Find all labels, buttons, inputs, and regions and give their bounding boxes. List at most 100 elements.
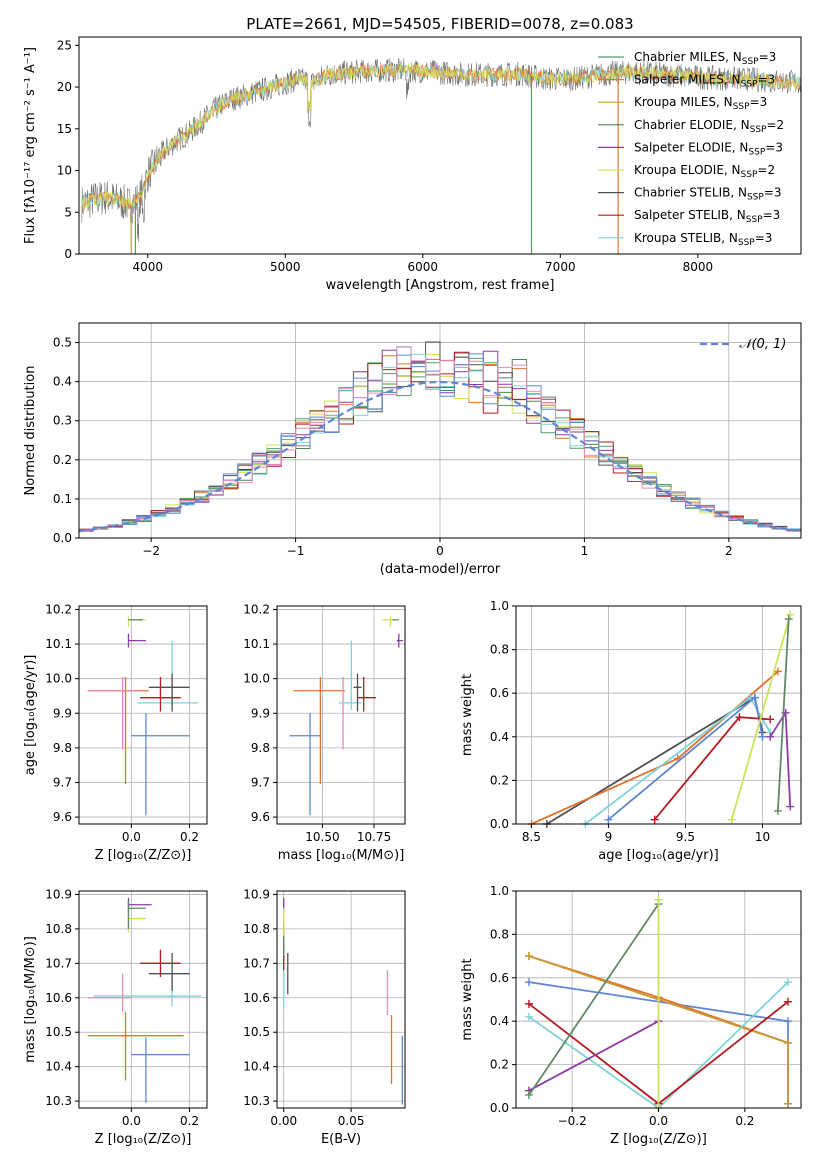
legend-label: Kroupa STELIB, NSSP=3 bbox=[634, 231, 772, 248]
x-axis-label: Z [log₁₀(Z/Z⊙)] bbox=[95, 848, 192, 863]
x-tick-label: 6000 bbox=[408, 260, 439, 274]
weight-marker bbox=[773, 806, 782, 815]
x-tick-label: 0.05 bbox=[338, 1114, 365, 1128]
x-axis-label: age [log₁₀(age/yr)] bbox=[598, 848, 719, 863]
y-tick-label: 0.5 bbox=[53, 336, 72, 350]
x-tick-label: 0.0 bbox=[122, 1114, 141, 1128]
axes-frame bbox=[78, 890, 208, 1109]
legend-label: Salpeter STELIB, NSSP=3 bbox=[634, 208, 780, 225]
spectrum-legend: Chabrier MILES, NSSP=3 Salpeter MILES, NS… bbox=[598, 50, 784, 248]
weight-marker bbox=[766, 715, 775, 724]
x-tick-label: 0.00 bbox=[270, 1114, 297, 1128]
x-tick-label: 8000 bbox=[683, 260, 714, 274]
weight-marker bbox=[784, 978, 793, 987]
y-tick-label: 9.6 bbox=[251, 810, 270, 824]
x-tick-label: −2 bbox=[142, 544, 160, 558]
figure-title: PLATE=2661, MJD=54505, FIBERID=0078, z=0… bbox=[246, 15, 633, 33]
weight-series bbox=[531, 670, 779, 825]
errorbar-point bbox=[382, 616, 395, 627]
x-tick-label: 5000 bbox=[270, 260, 301, 274]
y-tick-label: 10.2 bbox=[45, 602, 72, 616]
ebv-mass-panel: 0.00 0.05 10.3 10.4 10.5 10.6 10.7 10.8 10.9 E(B-… bbox=[243, 887, 406, 1147]
y-tick-label: 10.4 bbox=[45, 1060, 72, 1074]
spectrum-panel: 4000 5000 6000 7000 8000 0 5 10 15 20 25 wavelength… bbox=[23, 36, 802, 293]
weight-series bbox=[777, 619, 790, 811]
y-tick-label: 10.0 bbox=[45, 672, 72, 686]
weight-series bbox=[730, 614, 792, 820]
x-tick-label: 0.0 bbox=[122, 830, 141, 844]
weight-marker bbox=[727, 815, 736, 824]
weight-marker bbox=[784, 1038, 793, 1047]
y-tick-label: 9.9 bbox=[53, 706, 72, 720]
errorbar-point bbox=[131, 1037, 190, 1103]
y-tick-label: 10.0 bbox=[243, 672, 270, 686]
legend-label: Kroupa ELODIE, NSSP=2 bbox=[634, 163, 775, 180]
errorbar-point bbox=[338, 640, 362, 710]
errorbars bbox=[87, 616, 199, 816]
axes-frame bbox=[276, 605, 406, 825]
weight-marker bbox=[784, 615, 793, 624]
y-tick-label: 0.3 bbox=[53, 414, 72, 428]
errorbar-point bbox=[357, 676, 377, 712]
weight-lines bbox=[524, 895, 793, 1112]
x-axis-label: mass [log₁₀(M/M⊙)] bbox=[278, 848, 405, 863]
x-tick-label: −1 bbox=[287, 544, 305, 558]
y-tick-label: 10.7 bbox=[243, 956, 270, 970]
legend-label: Salpeter ELODIE, NSSP=3 bbox=[634, 140, 783, 157]
y-tick-label: 10.5 bbox=[45, 1025, 72, 1039]
weight-series bbox=[528, 1020, 659, 1092]
y-tick-label: 9.7 bbox=[53, 775, 72, 789]
weight-marker bbox=[773, 667, 782, 676]
legend-label: Chabrier STELIB, NSSP=3 bbox=[634, 186, 782, 203]
age-weight-panel: 8.5 9 9.5 10 0.0 0.2 0.4 0.6 0.8 1.0 age [log₁₀(ag… bbox=[460, 599, 802, 863]
errorbar-point bbox=[127, 897, 152, 912]
axes-frame bbox=[78, 36, 802, 255]
y-axis-label: age [log₁₀(age/yr)] bbox=[23, 655, 38, 776]
y-tick-label: 10.8 bbox=[45, 922, 72, 936]
y-tick-label: 0.2 bbox=[53, 453, 72, 467]
y-tick-label: 0.8 bbox=[490, 927, 509, 941]
normal-curve bbox=[79, 380, 799, 533]
y-axis-label: mass [log₁₀(M/M⊙)] bbox=[23, 936, 38, 1063]
y-axis-label: Normed distribution bbox=[23, 366, 38, 496]
errorbar-point bbox=[140, 949, 181, 978]
y-tick-label: 10.3 bbox=[243, 1094, 270, 1108]
weight-marker bbox=[524, 978, 533, 987]
x-tick-label: 0.2 bbox=[735, 1114, 754, 1128]
y-tick-label: 9.7 bbox=[251, 775, 270, 789]
weight-series bbox=[546, 696, 764, 825]
y-axis-label: Flux [fλ10⁻¹⁷ erg cm⁻² s⁻¹ A⁻¹] bbox=[23, 47, 38, 244]
weight-marker bbox=[786, 802, 795, 811]
Z-age-panel: 0.0 0.2 9.6 9.7 9.8 9.9 10.0 10.1 10.2 Z [log₁₀(Z… bbox=[23, 602, 208, 863]
y-tick-label: 0.4 bbox=[53, 375, 72, 389]
y-tick-label: 9.8 bbox=[53, 741, 72, 755]
y-tick-label: 10.8 bbox=[243, 922, 270, 936]
y-tick-label: 20 bbox=[57, 80, 72, 94]
x-tick-label: 10.75 bbox=[357, 830, 391, 844]
Z-weight-panel: −0.2 0.0 0.2 0.0 0.2 0.4 0.6 0.8 1.0 Z [log₁₀(Z/Z… bbox=[460, 884, 802, 1147]
weight-marker bbox=[604, 815, 613, 824]
x-tick-label: 4000 bbox=[132, 260, 163, 274]
x-tick-label: 0.2 bbox=[180, 830, 199, 844]
x-axis-label: (data-model)/error bbox=[380, 562, 501, 577]
weight-marker bbox=[784, 1099, 793, 1108]
weight-marker bbox=[784, 1017, 793, 1026]
weight-marker bbox=[524, 952, 533, 961]
legend-label: Chabrier MILES, NSSP=3 bbox=[634, 50, 776, 67]
y-tick-label: 0.4 bbox=[490, 1014, 509, 1028]
errorbar-point bbox=[293, 676, 346, 785]
y-tick-label: 10.1 bbox=[243, 637, 270, 651]
errorbar-point bbox=[140, 676, 181, 712]
weight-marker bbox=[654, 895, 663, 904]
weight-marker bbox=[750, 693, 759, 702]
x-axis-label: wavelength [Angstrom, rest frame] bbox=[326, 278, 555, 293]
y-tick-label: 5 bbox=[64, 205, 72, 219]
x-tick-label: 0 bbox=[436, 544, 444, 558]
errorbar-point bbox=[87, 676, 138, 750]
residuals-panel: −2 −1 0 1 2 0.0 0.1 0.2 0.3 0.4 0.5 (data-model)/er… bbox=[23, 322, 802, 577]
axes-frame bbox=[515, 605, 802, 825]
y-tick-label: 10.9 bbox=[243, 887, 270, 901]
x-tick-label: 10.50 bbox=[305, 830, 339, 844]
y-tick-label: 10.5 bbox=[243, 1025, 270, 1039]
